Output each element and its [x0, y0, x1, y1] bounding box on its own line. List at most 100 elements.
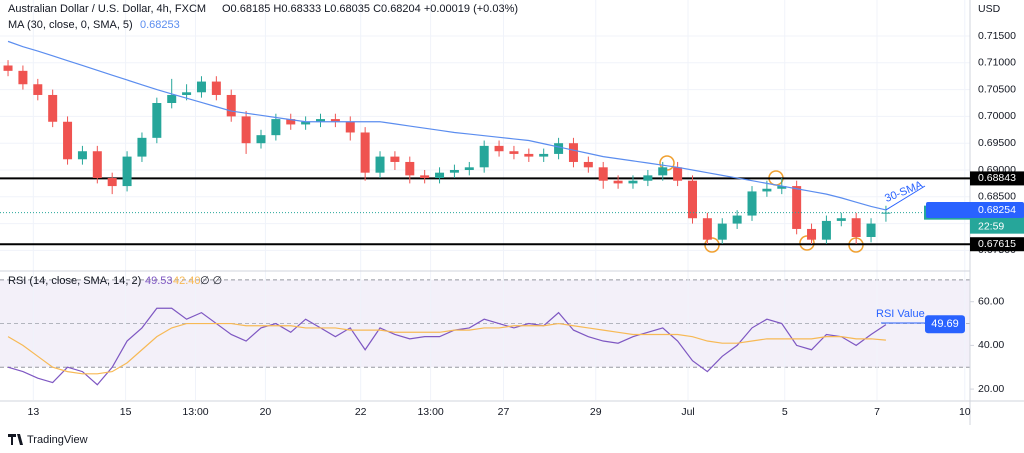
x-tick-label: Jul	[681, 406, 694, 418]
candle-body	[568, 143, 578, 162]
y-tick-label: 0.71000	[978, 57, 1016, 69]
candle-body	[777, 186, 787, 189]
x-tick-label: 5	[782, 406, 788, 418]
candle-body	[509, 151, 519, 154]
ma-legend-value: 0.68253	[140, 19, 180, 31]
x-tick-label: 13:00	[417, 406, 443, 418]
x-tick-label: 10	[959, 406, 971, 418]
candle-body	[747, 191, 757, 216]
rsi-ma-legend-value: 42.40	[173, 275, 201, 287]
y-tick-label: 0.68500	[978, 191, 1016, 203]
candle-body	[866, 223, 876, 237]
rsi-ma-line	[7, 322, 886, 375]
candle-body	[702, 218, 712, 240]
candle-body	[539, 153, 549, 157]
candle-body	[137, 137, 147, 157]
candle-body	[583, 161, 593, 168]
candle-body	[167, 94, 177, 104]
candle-body	[3, 65, 13, 71]
candle-body	[851, 218, 861, 237]
candle-body	[613, 180, 623, 184]
candle-body	[77, 151, 87, 160]
rsi-tick-label: 20.00	[978, 383, 1004, 395]
candle-body	[807, 228, 817, 240]
candle-body	[628, 180, 638, 184]
candle-body	[330, 119, 340, 122]
candle-body	[405, 161, 415, 176]
rsi-legend-value: 49.53	[145, 275, 173, 287]
level-label: 0.68843	[978, 172, 1016, 184]
brand-name: TradingView	[27, 434, 88, 446]
x-tick-label: 27	[498, 406, 510, 418]
ohlc-legend: O0.68185 H0.68333 L0.68035 C0.68204 +0.0…	[222, 3, 518, 15]
rsi-legend-extra: ∅ ∅	[200, 275, 222, 287]
y-tick-label: 0.70500	[978, 83, 1016, 95]
ma-legend: MA (30, close, 0, SMA, 5)	[8, 19, 133, 31]
candle-body	[33, 84, 43, 95]
candle-body	[345, 121, 355, 133]
candle-body	[464, 167, 474, 170]
candle-body	[122, 156, 132, 187]
candle-body	[92, 151, 102, 179]
candle-body	[598, 167, 608, 181]
candle-body	[494, 145, 504, 152]
x-tick-label: 15	[120, 406, 132, 418]
candle-body	[821, 220, 831, 240]
candle-body	[435, 172, 445, 179]
brand-icon	[8, 434, 23, 445]
candle-body	[360, 132, 370, 173]
candle-body	[643, 175, 653, 181]
candle-body	[673, 167, 683, 181]
brand-logo: TradingView	[8, 434, 88, 446]
x-tick-label: 13:00	[182, 406, 208, 418]
y-tick-label: 0.71500	[978, 30, 1016, 42]
ma-label: 0.68254	[978, 204, 1016, 216]
candle-body	[48, 94, 58, 122]
candle-body	[554, 143, 564, 154]
candle-body	[390, 156, 400, 162]
candle-body	[241, 116, 251, 144]
currency-label: USD	[978, 3, 1001, 15]
x-tick-label: 13	[27, 406, 39, 418]
x-tick-label: 29	[590, 406, 602, 418]
candle-body	[152, 103, 162, 138]
candle-body	[286, 119, 296, 125]
candle-body	[271, 119, 281, 136]
highlight-circle	[799, 235, 815, 251]
candle-body	[762, 188, 772, 192]
candle-body	[732, 215, 742, 224]
candle-body	[479, 145, 489, 168]
level-label-box	[970, 237, 1024, 252]
candle-body	[256, 135, 266, 144]
y-tick-label: 0.70000	[978, 110, 1016, 122]
candle-body	[658, 167, 668, 176]
candle-body	[107, 178, 117, 187]
rsi-marker-label: 49.69	[931, 318, 959, 330]
level-label: 0.67615	[978, 238, 1016, 250]
candle-body	[301, 121, 311, 125]
sma-annotation-line	[885, 185, 926, 211]
candle-body	[18, 70, 28, 85]
candle-body	[881, 212, 891, 214]
chart-title: Australian Dollar / U.S. Dollar, 4h, FXC…	[8, 3, 206, 15]
candle-body	[196, 81, 206, 93]
plot-layer	[0, 0, 970, 400]
x-tick-label: 7	[874, 406, 880, 418]
candle-body	[375, 156, 385, 173]
candle-body	[420, 175, 430, 179]
rsi-tick-label: 40.00	[978, 339, 1004, 351]
ma-line	[7, 40, 887, 211]
countdown-label: 22:59	[978, 220, 1004, 232]
y-tick-label: 0.69500	[978, 137, 1016, 149]
ma-box	[926, 201, 1024, 218]
rsi-legend: RSI (14, close, SMA, 14, 2)	[8, 275, 141, 287]
candle-body	[836, 218, 846, 221]
candle-body	[449, 169, 459, 173]
rsi-annotation: RSI Value	[876, 308, 925, 320]
candle-body	[524, 153, 534, 157]
candle-body	[316, 119, 326, 122]
rsi-marker-box	[925, 315, 965, 334]
candle-body	[792, 186, 802, 229]
candle-body	[63, 121, 73, 160]
x-tick-label: 20	[260, 406, 272, 418]
